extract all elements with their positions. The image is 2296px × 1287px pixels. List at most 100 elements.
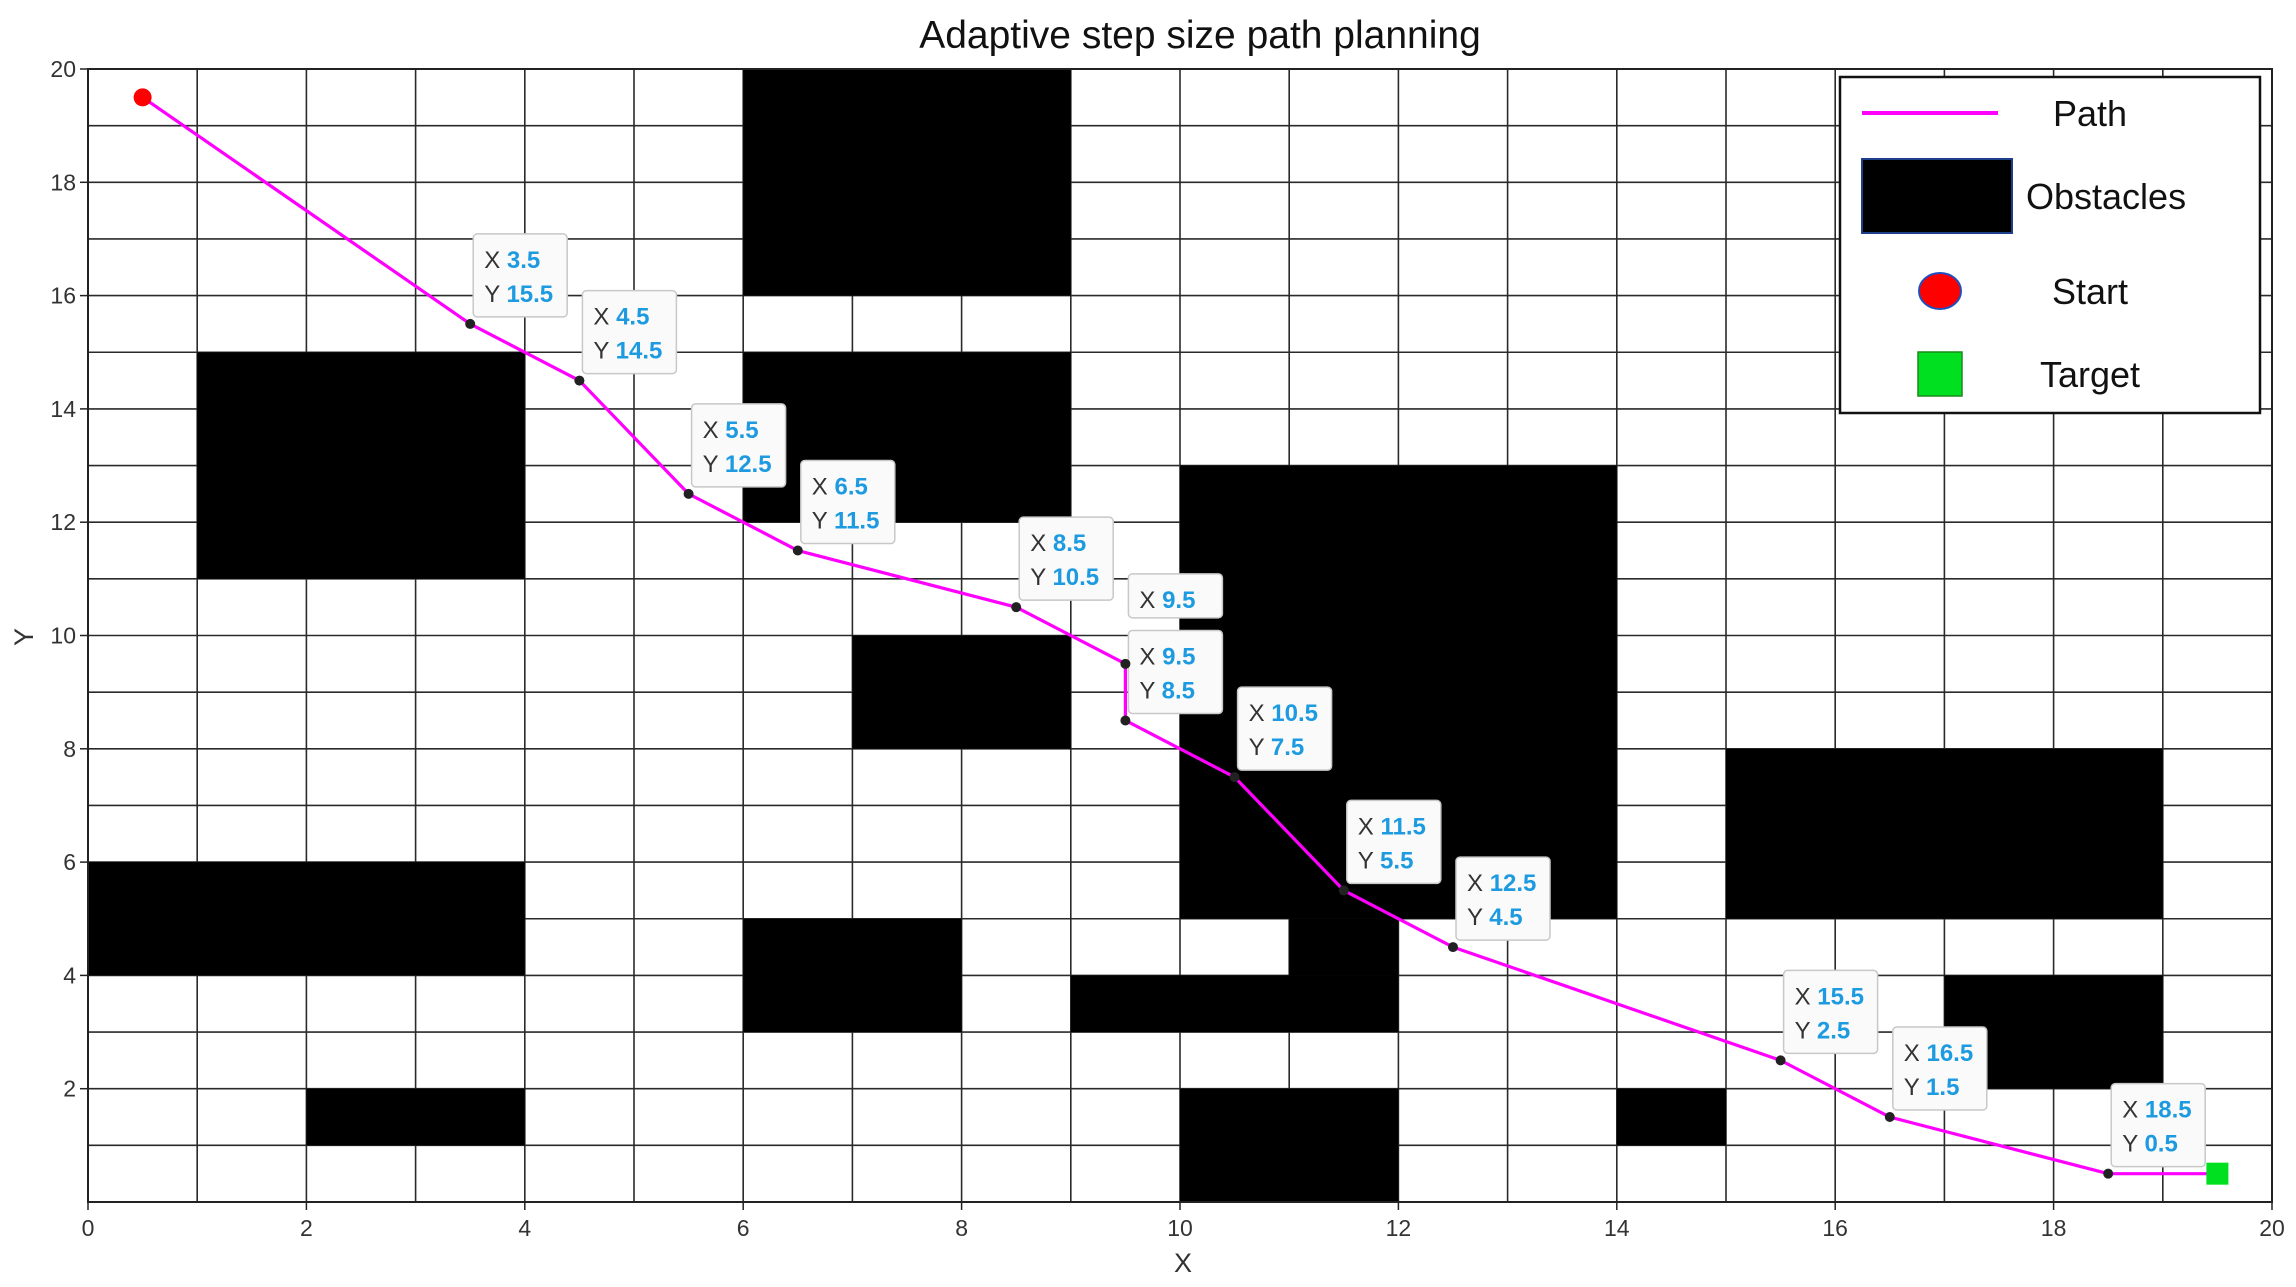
y-tick-label: 6 [63, 849, 76, 875]
datatip-x-text: X 18.5 [2122, 1097, 2191, 1124]
datatip-box [1892, 1026, 1988, 1111]
x-tick-label: 8 [955, 1215, 968, 1241]
datatip-x-text: X 16.5 [1904, 1040, 1973, 1067]
y-tick-label: 18 [50, 169, 76, 195]
datatip-point [1338, 885, 1349, 896]
datatip-x-text: X 9.5 [1139, 643, 1195, 670]
datatip: X 12.5 Y 4.5 [1455, 856, 1551, 941]
x-tick-label: 4 [518, 1215, 531, 1241]
datatip-x-text: X 9.5 [1139, 587, 1195, 614]
datatip-point [1011, 602, 1022, 613]
start-target-markers [133, 88, 2229, 1185]
datatip-box [2110, 1082, 2206, 1168]
y-tick-label: 2 [63, 1076, 76, 1102]
datatip-y-text: Y 11.5 [812, 508, 880, 535]
datatips-layer: X 3.5 Y 15.5 X 4.5 Y 14.5 X 5.5 Y 12.5 X 6.5 Y … [465, 233, 2206, 1179]
obstacle [1616, 1088, 1726, 1146]
datatip-box [800, 459, 896, 545]
datatip: X 8.5 Y 10.5 [1018, 516, 1114, 601]
obstacles-layer [88, 69, 2163, 1202]
datatip-x-text: X 12.5 [1467, 870, 1536, 897]
datatip-y-text: Y 5.5 [1358, 847, 1414, 874]
datatip-x-text: X 11.5 [1358, 813, 1426, 840]
y-tick-label: 4 [63, 962, 76, 988]
legend-label: Obstacles [2026, 176, 2186, 217]
datatip-x-text: X 8.5 [1030, 530, 1086, 557]
x-tick-label: 0 [82, 1215, 95, 1241]
datatip-box [1236, 686, 1333, 771]
legend-box [1838, 75, 2262, 415]
datatip-point [1120, 658, 1131, 669]
y-tick-label: 14 [50, 396, 76, 422]
datatip-box [1455, 856, 1551, 941]
obstacle [743, 352, 1071, 523]
target-marker [2206, 1162, 2229, 1185]
datatip: X 9.5 [1127, 573, 1224, 619]
legend-target-icon [1917, 351, 1963, 397]
datatip-x-text: X 6.5 [812, 474, 868, 501]
datatip-x-text: X 15.5 [1795, 983, 1864, 1010]
y-tick-label: 8 [63, 736, 76, 762]
datatip-box [690, 403, 787, 488]
legend-start-icon [1918, 272, 1962, 310]
datatip-box [472, 233, 568, 318]
legend-label: Target [2040, 354, 2140, 395]
x-tick-label: 18 [2041, 1215, 2067, 1241]
datatip-box [1782, 969, 1879, 1055]
datatip-y-text: Y 7.5 [1249, 734, 1305, 761]
datatip-y-text: Y 0.5 [2122, 1131, 2178, 1158]
datatip-x-text: X 5.5 [703, 417, 759, 444]
datatip-y-text: Y 8.5 [1139, 677, 1195, 704]
x-axis-label: X [1174, 1248, 1192, 1278]
x-tick-label: 16 [1822, 1215, 1848, 1241]
datatip-point [2103, 1168, 2114, 1179]
obstacle [1726, 748, 2163, 919]
obstacle [88, 862, 525, 976]
datatip: X 4.5 Y 14.5 [581, 289, 678, 375]
datatip-point [1775, 1055, 1786, 1066]
obstacle [852, 635, 1071, 749]
legend-label: Start [2052, 271, 2128, 312]
y-tick-label: 12 [50, 509, 76, 535]
datatip-y-text: Y 10.5 [1030, 564, 1099, 591]
datatip: X 11.5 Y 5.5 [1346, 799, 1442, 885]
obstacle [1070, 975, 1399, 1033]
y-tick-label: 10 [50, 623, 76, 649]
datatip-y-text: Y 15.5 [484, 281, 553, 308]
chart-title: Adaptive step size path planning [919, 14, 1481, 57]
start-marker [133, 88, 152, 107]
legend: Path Obstacles Start Target [1838, 75, 2262, 415]
obstacle [1289, 918, 1399, 976]
datatip-y-text: Y 12.5 [703, 451, 772, 478]
datatip-y-text: Y 2.5 [1795, 1017, 1851, 1044]
datatip: X 10.5 Y 7.5 [1236, 686, 1333, 771]
datatip-point [792, 545, 803, 556]
obstacle [743, 69, 1071, 296]
y-tick-label: 16 [50, 283, 76, 309]
datatip-x-text: X 4.5 [593, 304, 649, 331]
x-tick-label: 10 [1167, 1215, 1193, 1241]
datatip: X 16.5 Y 1.5 [1892, 1026, 1988, 1111]
datatip: X 3.5 Y 15.5 [472, 233, 568, 318]
datatip-point [1884, 1112, 1895, 1123]
datatip-y-text: Y 1.5 [1904, 1074, 1960, 1101]
x-axis-ticks: 0 2 4 6 8 10 12 14 16 18 20 [82, 1202, 2285, 1241]
datatip-y-text: Y 14.5 [593, 338, 662, 365]
datatip-box [1018, 516, 1114, 601]
datatip-point [465, 318, 476, 329]
datatip-point [1448, 942, 1458, 953]
datatip-box [1346, 799, 1442, 885]
datatip-box [1127, 573, 1224, 619]
y-axis-label: Y [9, 628, 39, 646]
legend-label: Path [2053, 93, 2127, 134]
obstacle [306, 1088, 525, 1146]
obstacle [1180, 1088, 1399, 1202]
y-axis-ticks: 2 4 6 8 10 12 14 16 18 20 [50, 56, 88, 1102]
obstacle [197, 352, 525, 579]
datatip: X 18.5 Y 0.5 [2110, 1082, 2206, 1168]
datatip-point [683, 488, 694, 499]
datatip: X 5.5 Y 12.5 [690, 403, 787, 488]
x-tick-label: 12 [1386, 1215, 1412, 1241]
x-tick-label: 6 [737, 1215, 750, 1241]
